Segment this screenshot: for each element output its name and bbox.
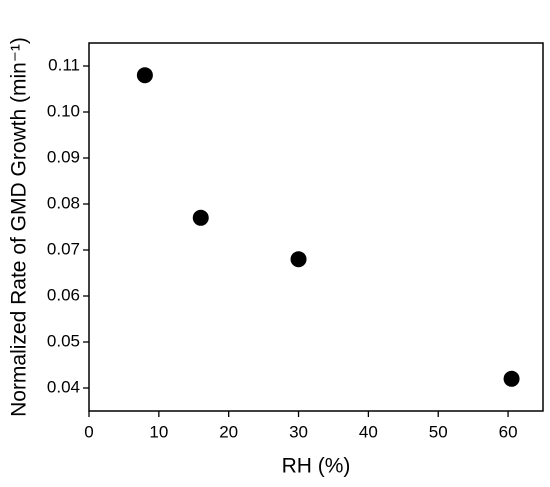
x-tick-label: 30 [289, 422, 308, 441]
x-axis-label: RH (%) [282, 455, 351, 478]
x-tick-label: 40 [359, 422, 378, 441]
data-point [192, 209, 209, 226]
y-tick-label: 0.08 [47, 193, 80, 212]
x-tick-label: 60 [499, 422, 518, 441]
y-tick-label: 0.04 [47, 377, 80, 396]
x-tick-label: 50 [429, 422, 448, 441]
data-point [136, 67, 153, 84]
y-tick-label: 0.05 [47, 331, 80, 350]
y-tick-label: 0.10 [47, 101, 80, 120]
y-tick-label: 0.09 [47, 147, 80, 166]
y-axis-label: Normalized Rate of GMD Growth (min⁻¹) [8, 37, 31, 417]
x-tick-label: 10 [149, 422, 168, 441]
data-point [290, 251, 307, 268]
y-tick-label: 0.07 [47, 239, 80, 258]
x-tick-label: 0 [84, 422, 93, 441]
plot-frame [88, 42, 544, 412]
y-tick-label: 0.11 [48, 55, 80, 74]
y-tick-label: 0.06 [47, 285, 80, 304]
x-tick-label: 20 [219, 422, 238, 441]
data-point [503, 370, 520, 387]
